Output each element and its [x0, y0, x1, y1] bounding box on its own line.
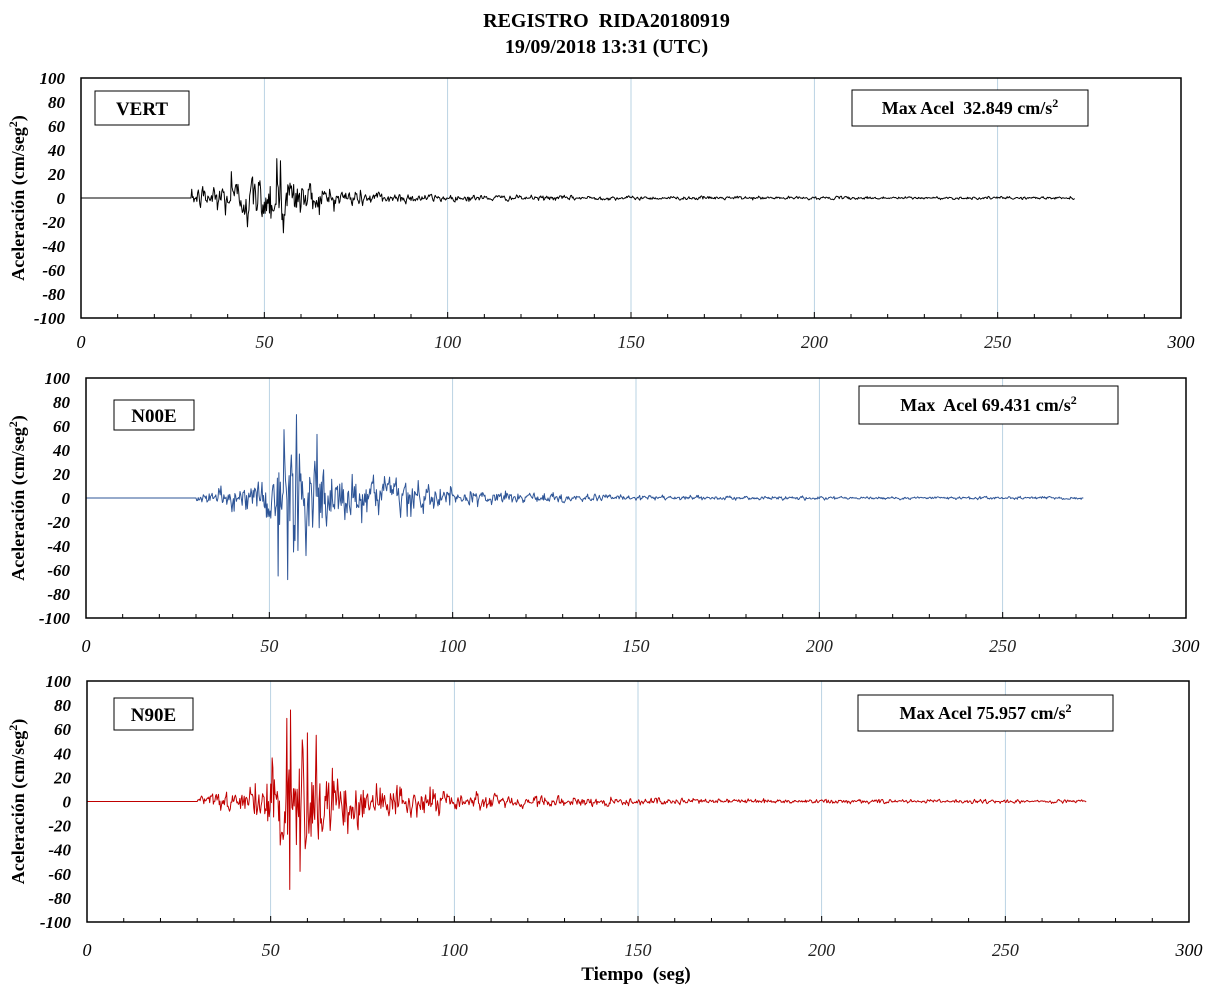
- y-tick-label: -20: [42, 213, 65, 232]
- component-label-box: [113, 399, 195, 431]
- x-tick-label: 0: [82, 636, 91, 656]
- y-tick-label: -60: [42, 261, 65, 280]
- x-tick-label: 300: [1175, 940, 1203, 960]
- y-tick-label: -40: [47, 537, 70, 556]
- component-label: N00E: [131, 406, 176, 427]
- y-tick-label: 100: [40, 69, 66, 88]
- component-label: VERT: [116, 99, 168, 120]
- x-axis-label: Tiempo (seg): [581, 964, 690, 985]
- x-tick-label: 0: [83, 940, 92, 960]
- x-tick-label: 50: [262, 940, 280, 960]
- component-label: N90E: [131, 705, 176, 726]
- y-tick-label: 20: [47, 165, 66, 184]
- y-tick-label: 0: [62, 489, 71, 508]
- y-tick-label: 40: [53, 744, 72, 763]
- y-tick-label: 80: [53, 393, 71, 412]
- y-tick-label: 20: [53, 768, 72, 787]
- y-axis-label: Aceleración (cm/seg2): [6, 719, 29, 884]
- component-label-box: [94, 90, 190, 126]
- signal-trace: [81, 158, 1075, 234]
- y-tick-label: -20: [47, 513, 70, 532]
- y-tick-label: 100: [45, 369, 71, 388]
- x-tick-label: 300: [1167, 332, 1195, 352]
- x-tick-label: 300: [1172, 636, 1200, 656]
- x-tick-label: 250: [989, 636, 1016, 656]
- plot-frame: [86, 680, 1190, 923]
- y-tick-label: -100: [40, 913, 72, 932]
- y-tick-label: 20: [52, 465, 71, 484]
- y-tick-label: -60: [47, 561, 70, 580]
- signal-trace: [86, 414, 1084, 581]
- plot-frame: [80, 77, 1182, 319]
- signal-trace: [87, 709, 1087, 890]
- x-tick-label: 200: [801, 332, 828, 352]
- chart-title: REGISTRO RIDA20180919 19/09/2018 13:31 (…: [0, 8, 1213, 60]
- plot-frame: [85, 377, 1187, 619]
- y-tick-label: -60: [48, 865, 71, 884]
- x-tick-label: 100: [434, 332, 461, 352]
- y-tick-label: 80: [48, 93, 66, 112]
- x-tick-label: 250: [984, 332, 1011, 352]
- y-tick-label: 0: [57, 189, 66, 208]
- y-tick-label: -20: [48, 817, 71, 836]
- y-axis-label: Aceleración (cm/seg2): [6, 415, 29, 580]
- y-tick-label: -80: [48, 889, 71, 908]
- y-tick-label: 80: [54, 696, 72, 715]
- max-acel-label: Max Acel 75.957 cm/s2: [900, 701, 1072, 723]
- y-tick-label: -100: [39, 609, 71, 628]
- x-tick-label: 100: [439, 636, 466, 656]
- y-tick-label: -40: [42, 237, 65, 256]
- y-tick-label: 40: [52, 441, 71, 460]
- max-acel-label: Max Acel 69.431 cm/s2: [900, 393, 1076, 415]
- y-tick-label: 60: [53, 417, 71, 436]
- y-tick-label: 60: [54, 720, 72, 739]
- max-acel-box: [857, 694, 1114, 732]
- y-tick-label: 60: [48, 117, 66, 136]
- max-acel-box: [851, 89, 1089, 127]
- y-tick-label: 0: [63, 793, 72, 812]
- y-tick-label: -40: [48, 841, 71, 860]
- x-tick-label: 150: [623, 636, 650, 656]
- x-tick-label: 0: [77, 332, 86, 352]
- x-tick-label: 100: [441, 940, 468, 960]
- x-tick-label: 200: [808, 940, 835, 960]
- x-tick-label: 150: [618, 332, 645, 352]
- y-tick-label: -80: [47, 585, 70, 604]
- y-tick-label: -100: [34, 309, 66, 328]
- x-tick-label: 250: [992, 940, 1019, 960]
- y-tick-label: -80: [42, 285, 65, 304]
- y-axis-label: Aceleración (cm/seg2): [6, 115, 29, 280]
- component-label-box: [113, 697, 194, 731]
- x-tick-label: 50: [260, 636, 278, 656]
- x-tick-label: 50: [255, 332, 273, 352]
- title-line-1: REGISTRO RIDA20180919: [483, 10, 730, 32]
- y-tick-label: 40: [47, 141, 66, 160]
- y-tick-label: 100: [46, 672, 72, 691]
- max-acel-box: [858, 385, 1119, 425]
- x-tick-label: 150: [625, 940, 652, 960]
- max-acel-label: Max Acel 32.849 cm/s2: [882, 96, 1058, 118]
- x-tick-label: 200: [806, 636, 833, 656]
- title-line-2: 19/09/2018 13:31 (UTC): [504, 36, 709, 58]
